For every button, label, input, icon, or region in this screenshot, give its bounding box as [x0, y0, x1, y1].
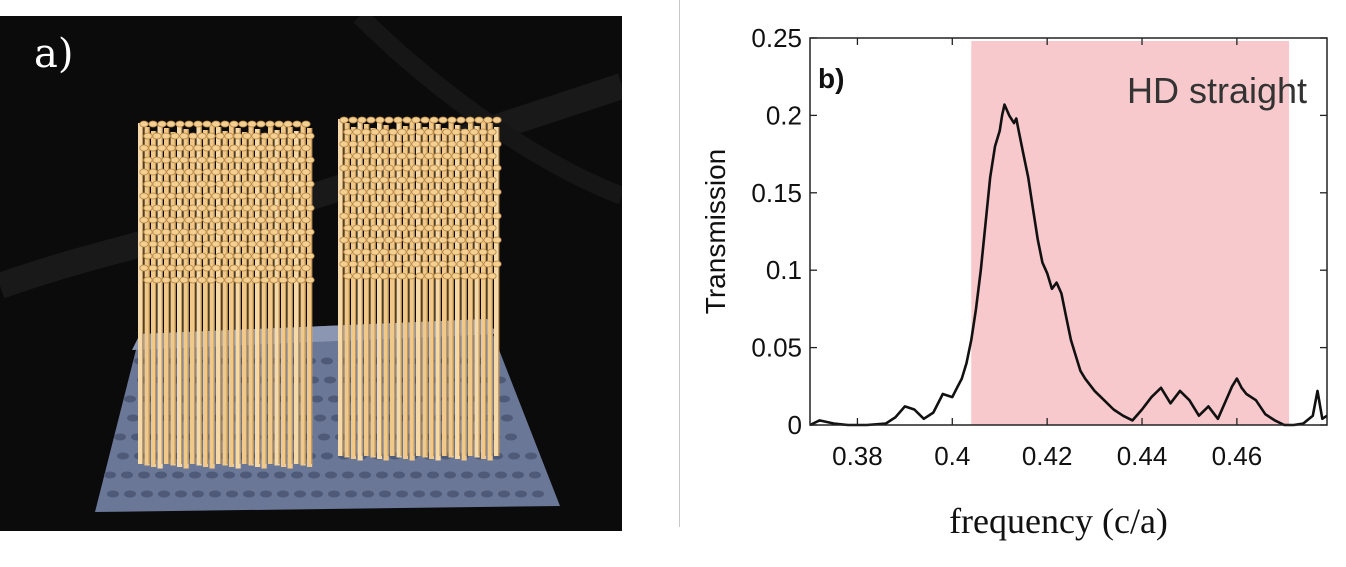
- transmission-chart: HD straight b) 0.38 0.4 0.42 0.44 0.4600.050…: [700, 23, 1328, 541]
- x-tick-label: 0.42: [1022, 441, 1073, 471]
- y-tick-label: 0.2: [766, 100, 802, 130]
- y-axis-label: Transmission: [700, 149, 731, 314]
- y-tick-label: 0: [788, 410, 802, 440]
- panel-divider: [679, 0, 680, 527]
- band-label: HD straight: [1127, 70, 1307, 111]
- x-axis-label: frequency (c/a): [949, 501, 1168, 541]
- x-tick-label: 0.44: [1117, 441, 1168, 471]
- y-tick-label: 0.25: [751, 23, 802, 53]
- photo-panel: a): [0, 16, 622, 531]
- x-tick-label: 0.4: [934, 441, 970, 471]
- hd-straight-band: [971, 41, 1290, 425]
- x-tick-label: 0.38: [832, 441, 883, 471]
- straw-block-left: [138, 120, 315, 469]
- series-line: [809, 103, 1328, 427]
- panel-a-label: a): [34, 31, 74, 77]
- y-tick-label: 0.15: [751, 178, 802, 208]
- axis-ticks: 0.38 0.4 0.42 0.44 0.46 0 0.05 0.1 0.15 0.2 0.25: [751, 23, 1327, 471]
- plot-frame: [809, 37, 1328, 426]
- y-tick-label: 0.1: [766, 255, 802, 285]
- straw-block-right: [338, 116, 502, 461]
- straw-array-photo: [0, 16, 622, 531]
- y-tick-label: 0.05: [751, 333, 802, 363]
- x-tick-label: 0.46: [1212, 441, 1263, 471]
- panel-b-label: b): [818, 63, 844, 94]
